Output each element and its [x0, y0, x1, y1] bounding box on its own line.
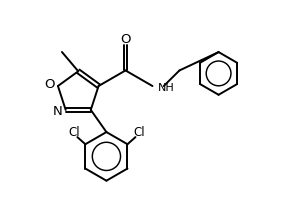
Text: O: O [44, 78, 55, 91]
Text: Cl: Cl [133, 126, 145, 139]
Text: Cl: Cl [68, 126, 80, 139]
Text: O: O [120, 33, 131, 46]
Text: N: N [53, 105, 62, 118]
Text: NH: NH [158, 83, 175, 92]
